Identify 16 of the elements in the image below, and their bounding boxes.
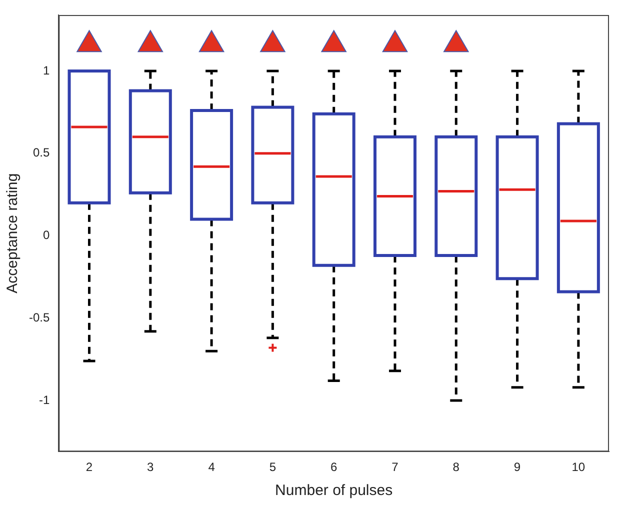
y-tick-label: -0.5	[28, 310, 50, 324]
y-axis-title: Acceptance rating	[4, 173, 22, 294]
x-tick-label: 9	[514, 460, 521, 474]
x-tick-label: 4	[208, 460, 216, 474]
x-axis-title: Number of pulses	[275, 482, 393, 500]
y-tick-label: 0.5	[32, 146, 50, 160]
y-tick-label: 1	[42, 63, 50, 78]
x-tick-label: 3	[147, 460, 154, 474]
x-tick-label: 5	[269, 460, 276, 474]
x-tick-label: 7	[392, 460, 399, 474]
x-tick-label: 8	[452, 460, 460, 474]
y-tick-label: -1	[39, 392, 50, 407]
x-tick-label: 2	[86, 460, 93, 474]
x-tick-label: 6	[330, 460, 338, 474]
y-tick-label: 0	[42, 228, 50, 242]
x-tick-label: 10	[572, 460, 586, 474]
